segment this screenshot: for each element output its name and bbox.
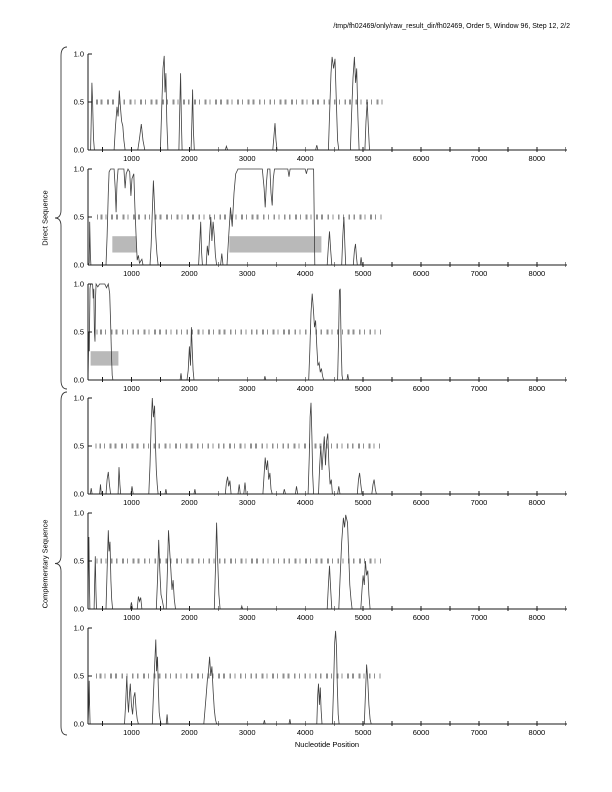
gene-box — [90, 351, 119, 366]
y-tick-label: 0.0 — [74, 146, 84, 155]
y-tick-label: 0.5 — [74, 557, 84, 566]
x-tick-label: 4000 — [297, 728, 314, 737]
y-tick-label: 0.0 — [74, 490, 84, 499]
y-tick-label: 1.0 — [74, 394, 84, 403]
x-tick-label: 2000 — [181, 728, 198, 737]
x-tick-label: 7000 — [471, 384, 488, 393]
x-tick-label: 8000 — [529, 613, 546, 622]
y-tick-label: 1.0 — [74, 280, 84, 289]
x-tick-label: 7000 — [471, 269, 488, 278]
x-tick-label: 3000 — [239, 728, 256, 737]
x-tick-label: 3000 — [239, 384, 256, 393]
x-tick-label: 4000 — [297, 613, 314, 622]
x-tick-label: 3000 — [239, 613, 256, 622]
x-tick-label: 4000 — [297, 269, 314, 278]
x-tick-label: 5000 — [355, 613, 372, 622]
y-tick-label: 0.0 — [74, 605, 84, 614]
panel-direct-frame-2: 0.0 0.5 1.0 1000 2000 3000 4000 5000 6000 7000 800… — [74, 165, 567, 278]
x-tick-label: 5000 — [355, 728, 372, 737]
probability-curve — [87, 514, 567, 610]
gene-box — [112, 236, 137, 253]
y-tick-label: 0.5 — [74, 213, 84, 222]
x-tick-label: 6000 — [413, 384, 430, 393]
y-tick-label: 0.5 — [74, 442, 84, 451]
panel-complementary-frame-1: 0.0 0.5 1.0 1000 2000 3000 4000 5000 6000 7000 800… — [74, 394, 567, 507]
direct-group-brace — [54, 46, 68, 390]
x-tick-label: 7000 — [471, 728, 488, 737]
probability-curve — [87, 282, 567, 381]
x-tick-label: 1000 — [123, 498, 140, 507]
x-tick-label: 6000 — [413, 154, 430, 163]
x-tick-label: 1000 — [123, 384, 140, 393]
probability-curve — [88, 55, 567, 151]
x-tick-label: 1000 — [123, 613, 140, 622]
plot-title: /tmp/fh02469/only/raw_result_dir/fh02469… — [333, 23, 570, 30]
x-tick-label: 2000 — [181, 384, 198, 393]
x-tick-label: 1000 — [123, 728, 140, 737]
y-tick-label: 0.5 — [74, 98, 84, 107]
x-axis-title: Nucleotide Position — [294, 740, 360, 749]
probability-curve — [87, 630, 567, 725]
x-tick-label: 6000 — [413, 269, 430, 278]
complementary-group-brace — [54, 391, 68, 736]
x-tick-label: 5000 — [355, 498, 372, 507]
x-tick-label: 5000 — [355, 384, 372, 393]
y-tick-label: 0.5 — [74, 672, 84, 681]
x-tick-label: 5000 — [355, 269, 372, 278]
x-tick-label: 6000 — [413, 613, 430, 622]
x-tick-label: 2000 — [181, 154, 198, 163]
x-tick-label: 3000 — [239, 154, 256, 163]
panel-direct-frame-1: 0.0 0.5 1.0 1000 2000 3000 4000 5000 6000 7000 800… — [74, 50, 567, 163]
x-tick-label: 5000 — [355, 154, 372, 163]
y-tick-label: 1.0 — [74, 165, 84, 174]
x-tick-label: 7000 — [471, 613, 488, 622]
x-tick-label: 4000 — [297, 154, 314, 163]
y-tick-label: 0.0 — [74, 261, 84, 270]
y-tick-label: 1.0 — [74, 624, 84, 633]
y-tick-label: 0.5 — [74, 328, 84, 337]
y-tick-label: 0.0 — [74, 376, 84, 385]
x-tick-label: 7000 — [471, 154, 488, 163]
panel-complementary-frame-3: 0.0 0.5 1.0 1000 2000 3000 4000 5000 6000 7000 800… — [74, 624, 567, 737]
x-tick-label: 8000 — [529, 384, 546, 393]
x-tick-label: 7000 — [471, 498, 488, 507]
x-tick-label: 3000 — [239, 498, 256, 507]
x-tick-label: 6000 — [413, 728, 430, 737]
x-tick-label: 2000 — [181, 498, 198, 507]
gene-box — [229, 236, 322, 253]
x-tick-label: 3000 — [239, 269, 256, 278]
x-tick-label: 4000 — [297, 498, 314, 507]
panel-complementary-frame-2: 0.0 0.5 1.0 1000 2000 3000 4000 5000 6000 7000 800… — [74, 509, 567, 622]
x-tick-label: 6000 — [413, 498, 430, 507]
x-tick-label: 8000 — [529, 269, 546, 278]
x-tick-label: 2000 — [181, 269, 198, 278]
probability-curve — [87, 168, 567, 266]
panel-direct-frame-3: 0.0 0.5 1.0 1000 2000 3000 4000 5000 6000 7000 800… — [74, 280, 567, 393]
y-tick-label: 1.0 — [74, 509, 84, 518]
y-tick-label: 0.0 — [74, 720, 84, 729]
x-tick-label: 1000 — [123, 269, 140, 278]
x-tick-label: 8000 — [529, 728, 546, 737]
x-tick-label: 8000 — [529, 498, 546, 507]
y-tick-label: 1.0 — [74, 50, 84, 59]
x-tick-label: 4000 — [297, 384, 314, 393]
x-tick-label: 2000 — [181, 613, 198, 622]
x-tick-label: 8000 — [529, 154, 546, 163]
x-tick-label: 1000 — [123, 154, 140, 163]
